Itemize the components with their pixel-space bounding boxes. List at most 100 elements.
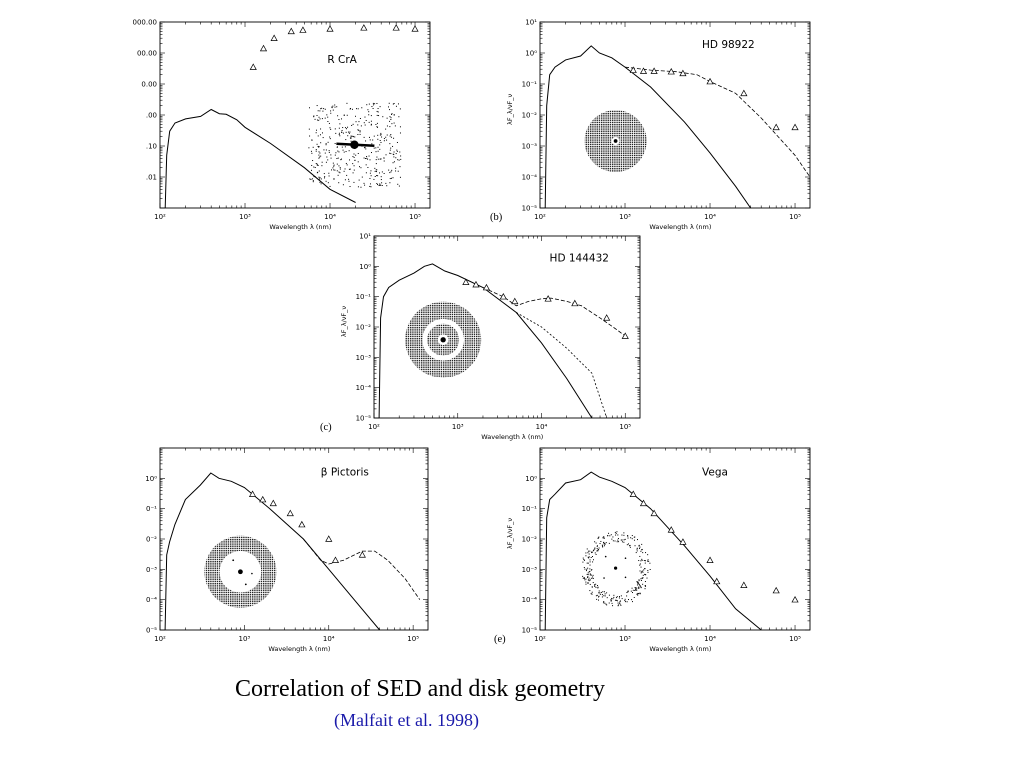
- nebula-speckle: [373, 178, 375, 180]
- nebula-speckle: [376, 156, 378, 158]
- nebula-speckle: [358, 179, 360, 181]
- dust-grain: [631, 587, 633, 589]
- x-tick-label: 10²: [368, 423, 380, 431]
- central-star: [613, 139, 618, 143]
- x-tick-label: 10⁵: [789, 213, 801, 221]
- nebula-speckle: [376, 110, 378, 112]
- nebula-speckle: [341, 118, 343, 120]
- dust-grain: [617, 605, 619, 607]
- dust-grain: [634, 589, 636, 591]
- nebula-speckle: [399, 166, 401, 168]
- nebula-speckle: [321, 132, 323, 134]
- nebula-speckle: [377, 158, 379, 160]
- nebula-speckle: [363, 136, 365, 138]
- dust-grain: [588, 577, 590, 579]
- dust-grain: [600, 591, 602, 593]
- nebula-speckle: [370, 175, 372, 177]
- nebula-speckle: [386, 125, 388, 127]
- nebula-speckle: [326, 156, 328, 158]
- dust-grain: [603, 591, 605, 593]
- y-tick-label: 0⁻¹: [146, 505, 157, 513]
- nebula-speckle: [359, 130, 361, 132]
- sed-chart-vega: 10² 10³ 10⁴ 10⁵ 10⁻⁵ 10⁻⁴ 10⁻³ 10⁻² 10⁻¹ 10⁰ Wavel…: [494, 447, 811, 653]
- nebula-speckle: [318, 146, 320, 148]
- nebula-speckle: [379, 148, 381, 150]
- dust-grain: [634, 587, 636, 589]
- nebula-speckle: [333, 178, 335, 180]
- nebula-speckle: [370, 124, 372, 126]
- chart-d-group: 10² 10³ 10⁴ 10⁵ 0⁻⁵ 0⁻⁴ 0⁻³ 0⁻² 0⁻¹ 10⁰ Wavelength…: [145, 447, 429, 653]
- nebula-speckle: [393, 154, 395, 156]
- nebula-speckle: [313, 166, 315, 168]
- nebula-speckle: [390, 117, 392, 119]
- y-tick-label: 10⁻²: [522, 112, 538, 120]
- nebula-speckle: [389, 178, 391, 180]
- nebula-speckle: [344, 127, 346, 129]
- observed-flux-point: [629, 490, 637, 497]
- dust-grain: [619, 600, 621, 602]
- dust-grain: [587, 582, 589, 584]
- nebula-speckle: [390, 147, 392, 149]
- nebula-speckle: [386, 134, 388, 136]
- nebula-speckle: [318, 176, 320, 178]
- nebula-speckle: [334, 143, 336, 145]
- dust-grain: [584, 568, 586, 570]
- observed-flux-point: [650, 509, 658, 517]
- x-axis-label: Wavelength λ (nm): [649, 223, 711, 231]
- nebula-speckle: [389, 126, 391, 128]
- dust-clump: [603, 577, 605, 579]
- dust-grain: [641, 543, 643, 545]
- y-tick-label: 10⁻⁵: [522, 205, 538, 213]
- nebula-speckle: [323, 173, 325, 175]
- nebula-speckle: [328, 172, 330, 174]
- nebula-speckle: [379, 139, 381, 141]
- nebula-speckle: [380, 179, 382, 181]
- nebula-speckle: [385, 182, 387, 184]
- dust-grain: [641, 577, 643, 579]
- dust-grain: [628, 545, 630, 547]
- dust-grain: [636, 539, 638, 541]
- nebula-speckle: [325, 149, 327, 151]
- dust-grain: [615, 597, 617, 599]
- nebula-speckle: [318, 154, 320, 156]
- dust-grain: [590, 574, 592, 576]
- y-tick-label: 10⁻¹: [522, 81, 538, 89]
- nebula-speckle: [339, 167, 341, 169]
- nebula-speckle: [351, 108, 353, 110]
- dust-grain: [618, 541, 620, 543]
- nebula-speckle: [309, 107, 311, 109]
- nebula-speckle: [358, 129, 360, 131]
- nebula-speckle: [317, 164, 319, 166]
- nebula-speckle: [388, 169, 390, 171]
- panel-label: (c): [320, 422, 332, 433]
- nebula-speckle: [390, 136, 392, 138]
- nebula-speckle: [319, 134, 321, 136]
- dust-grain: [631, 538, 633, 540]
- x-axis-label: Wavelength λ (nm): [269, 223, 331, 231]
- nebula-speckle: [380, 158, 382, 160]
- dust-grain: [608, 594, 610, 596]
- nebula-speckle: [391, 123, 393, 125]
- inner-dust-model-curve: [516, 312, 608, 418]
- dust-grain: [631, 535, 633, 537]
- nebula-speckle: [391, 169, 393, 171]
- nebula-speckle: [347, 135, 349, 137]
- star-name: HD 144432: [550, 252, 609, 264]
- nebula-speckle: [386, 117, 388, 119]
- observed-flux-point: [740, 89, 748, 97]
- dust-grain: [630, 590, 632, 592]
- nebula-speckle: [379, 158, 381, 160]
- disk-geometry-sketch: [308, 102, 402, 188]
- nebula-speckle: [315, 129, 317, 131]
- nebula-speckle: [395, 153, 397, 155]
- dust-grain: [603, 543, 605, 545]
- dust-grain: [636, 589, 638, 591]
- nebula-speckle: [389, 116, 391, 118]
- nebula-speckle: [354, 115, 356, 117]
- nebula-speckle: [341, 131, 343, 133]
- dust-grain: [603, 537, 605, 539]
- nebula-speckle: [383, 140, 385, 142]
- nebula-speckle: [338, 165, 340, 167]
- nebula-speckle: [376, 122, 378, 124]
- nebula-speckle: [393, 156, 395, 158]
